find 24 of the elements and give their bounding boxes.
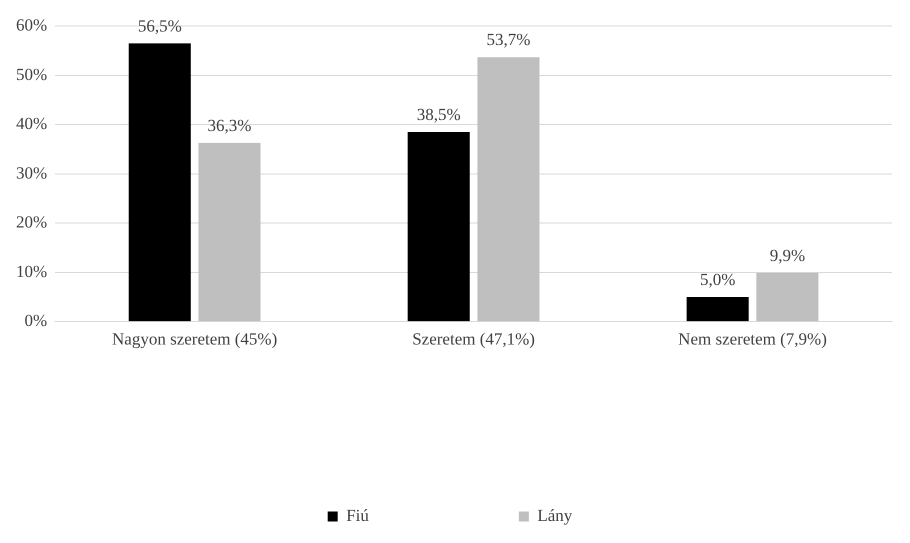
bar xyxy=(756,272,818,322)
legend-label: Lány xyxy=(537,506,573,525)
data-label: 5,0% xyxy=(700,270,736,289)
y-tick-label: 20% xyxy=(16,212,48,232)
y-tick-label: 30% xyxy=(16,163,48,182)
data-label: 9,9% xyxy=(770,246,806,265)
data-label: 56,5% xyxy=(138,16,182,36)
legend-label: Fiú xyxy=(346,506,370,525)
bar xyxy=(198,142,261,322)
y-tick-label: 50% xyxy=(16,64,48,84)
x-tick-label: Nem szeretem (7,9%) xyxy=(678,329,827,348)
x-tick-label: Szeretem (47,1%) xyxy=(412,329,535,348)
y-tick-label: 0% xyxy=(24,311,48,330)
bar xyxy=(477,57,540,322)
data-label: 38,5% xyxy=(416,105,461,124)
y-tick-label: 10% xyxy=(16,262,48,281)
data-label: 53,7% xyxy=(486,30,530,50)
bar xyxy=(408,132,470,322)
y-tick-label: 60% xyxy=(16,16,48,35)
data-label: 36,3% xyxy=(208,116,252,135)
x-tick-label: Nagyon szeretem (45%) xyxy=(112,329,278,348)
bar xyxy=(128,43,191,322)
y-tick-label: 40% xyxy=(16,114,48,134)
bar xyxy=(686,296,749,322)
